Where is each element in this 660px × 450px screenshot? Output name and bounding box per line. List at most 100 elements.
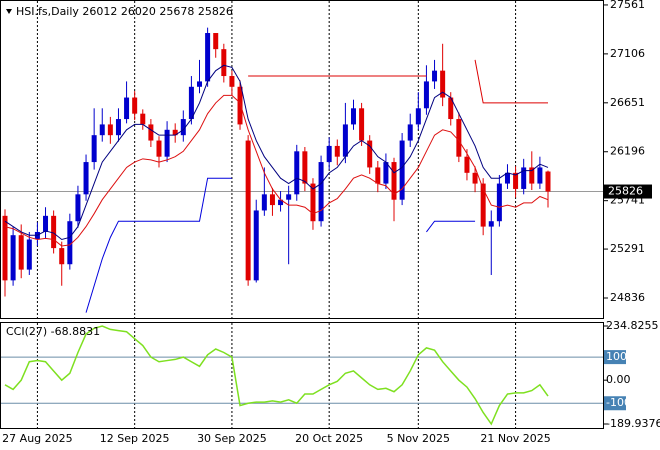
x-tick-label: 20 Oct 2025 [295,432,363,445]
candle-body [164,129,170,157]
series-line [4,325,549,426]
menu-arrow [6,9,12,14]
y-tick-label: 26651 [610,96,645,109]
level-box [604,396,626,411]
candle-body [107,124,113,136]
price-panel [0,0,604,319]
candle-body [529,167,535,184]
y-tick-label: -100 [606,396,631,409]
chart-title: HSI.fs,Daily 26012 26020 25678 25826 [16,5,233,18]
cci-panel [0,322,604,429]
candle-body [496,183,502,222]
candle-body [205,33,211,82]
candle-body [472,172,478,184]
candle-body [334,145,340,157]
candle-body [99,124,105,136]
y-tick-label: 26196 [610,145,645,158]
candle-body [67,221,73,265]
candle-body [180,119,186,136]
candle-body [537,167,543,184]
candle-body [75,194,81,222]
candle-body [188,86,194,120]
x-tick-label: 30 Sep 2025 [197,432,267,445]
candle-body [456,119,462,157]
series-line [4,64,549,241]
candle-body [367,140,373,168]
x-tick-label: 5 Nov 2025 [387,432,450,445]
candle-body [245,140,251,281]
candle-body [221,49,227,77]
candle-body [488,221,494,227]
candle-body [2,215,8,281]
candle-body [213,33,219,50]
candle-body [359,108,365,141]
candle-body [115,119,121,136]
candle-body [140,113,146,125]
candle-body [124,97,130,120]
x-tick-label: 27 Aug 2025 [2,432,72,445]
candle-body [423,81,429,109]
y-tick-label: 234.8255 [606,319,659,332]
candle-body [302,151,308,184]
candle-body [26,239,32,270]
candle-body [172,129,178,136]
candle-body [229,76,235,87]
candle-body [261,194,267,211]
candle-body [350,108,356,125]
candle-body [83,162,89,195]
candle-body [513,172,519,189]
series-line [4,94,549,247]
candle-body [415,108,421,125]
candle-body [91,135,97,163]
y-tick-label: 0.00 [606,373,631,386]
candle-body [521,167,527,189]
candle-body [237,86,243,125]
candle-body [253,210,259,281]
cci-title: CCI(27) -68.8831 [6,325,100,338]
price-marker-box [604,184,652,199]
y-tick-label: 27561 [610,0,645,11]
candle-body [51,215,57,249]
candle-body [480,183,486,227]
candle-body [407,124,413,141]
candle-body [197,81,203,87]
candle-body [545,171,551,192]
candle-body [448,97,454,120]
y-tick-label: -189.9376 [606,417,660,430]
plot-layer [1,1,603,428]
candle-body [286,194,292,200]
candle-body [318,162,324,222]
series-line [474,59,548,104]
y-tick-label: 24836 [610,291,645,304]
y-tick-label: 25291 [610,242,645,255]
candle-body [432,70,438,82]
candle-body [132,97,138,114]
series-line [85,177,232,313]
price-marker-label: 25826 [608,185,643,198]
candle-body [342,124,348,157]
candle-body [43,215,49,232]
level-box [604,350,626,365]
candle-body [310,183,316,222]
candle-body [294,151,300,195]
candle-body [278,199,284,206]
candle-body [399,140,405,200]
candle-body [59,248,65,265]
candle-body [326,145,332,163]
candle-body [375,167,381,184]
candle-body [464,156,470,173]
x-tick-label: 12 Sep 2025 [100,432,170,445]
price-marker: 25826 [604,184,652,199]
candle-body [391,162,397,200]
candle-body [18,235,24,270]
x-tick-label: 21 Nov 2025 [480,432,550,445]
candle-body [504,172,510,184]
candle-body [10,235,16,281]
candle-body [440,70,446,98]
series-line [426,220,476,233]
candle-body [148,124,154,141]
candle-body [156,140,162,157]
y-tick-label: 27106 [610,47,645,60]
candle-body [269,194,275,206]
